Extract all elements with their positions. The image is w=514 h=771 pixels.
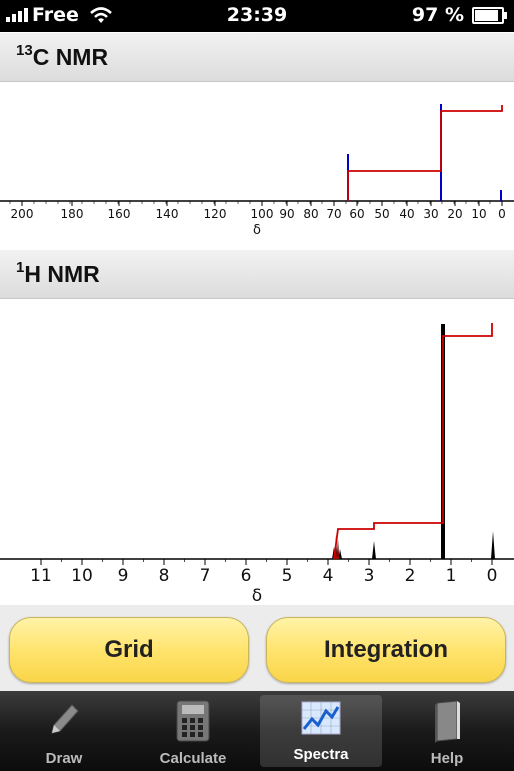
tab-calculate-label: Calculate xyxy=(159,750,227,767)
h1-tick-label: 5 xyxy=(282,566,293,586)
h1-peak-0 xyxy=(491,531,495,559)
h1-integral-curve xyxy=(333,323,493,560)
c13-tick-label: 140 xyxy=(156,207,179,221)
h1-header: 1H NMR xyxy=(0,250,514,299)
c13-tick-label: 60 xyxy=(349,207,364,221)
h1-tick-label: 0 xyxy=(487,566,498,586)
h1-peak-2.85 xyxy=(372,541,376,559)
c13-tick-label: 20 xyxy=(447,207,462,221)
h1-spectrum-chart[interactable]: 11 10 9 8 7 6 5 4 3 2 1 0 δ xyxy=(0,299,514,605)
h1-tick-label: 10 xyxy=(71,566,93,586)
battery-icon xyxy=(472,6,507,24)
tab-draw[interactable]: Draw xyxy=(3,691,125,771)
clock: 23:39 xyxy=(226,4,288,26)
c13-tick-label: 80 xyxy=(303,207,318,221)
c13-tick-label: 160 xyxy=(108,207,131,221)
calculator-icon xyxy=(176,700,210,742)
tab-bar: Draw Calculate Spectra Help xyxy=(0,691,514,771)
tab-calculate[interactable]: Calculate xyxy=(132,691,254,771)
c13-header: 13C NMR xyxy=(0,33,514,82)
h1-tick-label: 3 xyxy=(364,566,375,586)
battery-percent: 97 % xyxy=(411,4,464,26)
c13-axis-label: δ xyxy=(253,223,261,238)
pencil-icon xyxy=(51,704,79,734)
h1-tick-label: 8 xyxy=(159,566,170,586)
c13-integral-curve xyxy=(347,105,503,201)
h1-title: 1H NMR xyxy=(16,259,100,287)
c13-tick-label: 90 xyxy=(279,207,294,221)
c13-tick-label: 50 xyxy=(374,207,389,221)
c13-tick-label: 120 xyxy=(204,207,227,221)
spectra-icon xyxy=(301,701,341,735)
c13-title: 13C NMR xyxy=(16,42,109,70)
c13-tick-label: 0 xyxy=(498,207,506,221)
h1-tick-label: 2 xyxy=(405,566,416,586)
book-icon xyxy=(435,700,460,743)
h1-tick-label: 1 xyxy=(446,566,457,586)
tab-draw-label: Draw xyxy=(45,750,83,767)
c13-tick-label: 70 xyxy=(326,207,341,221)
h1-tick-label: 7 xyxy=(200,566,211,586)
tab-help-label: Help xyxy=(430,750,464,767)
integration-button[interactable]: Integration xyxy=(266,617,506,683)
button-bar: Grid Integration xyxy=(0,605,514,691)
c13-tick-label: 40 xyxy=(399,207,414,221)
status-bar: Free 23:39 97 % xyxy=(0,0,514,32)
h1-axis-label: δ xyxy=(252,586,262,605)
tab-spectra[interactable]: Spectra xyxy=(260,695,382,767)
c13-tick-label: 10 xyxy=(471,207,486,221)
c13-tick-label: 100 xyxy=(251,207,274,221)
h1-tick-label: 9 xyxy=(118,566,129,586)
signal-icon xyxy=(6,8,28,22)
c13-spectrum-chart[interactable]: 200 180 160 140 120 100 90 80 70 60 50 40 30 20 10 0 δ xyxy=(0,82,514,238)
h1-tick-label: 4 xyxy=(323,566,334,586)
wifi-icon xyxy=(90,7,112,23)
carrier-name: Free xyxy=(32,4,79,26)
c13-tick-label: 200 xyxy=(11,207,34,221)
h1-tick-label: 6 xyxy=(241,566,252,586)
tab-help[interactable]: Help xyxy=(386,691,508,771)
c13-tick-label: 180 xyxy=(61,207,84,221)
h1-tick-label: 11 xyxy=(30,566,52,586)
grid-button[interactable]: Grid xyxy=(9,617,249,683)
c13-tick-label: 30 xyxy=(423,207,438,221)
tab-spectra-label: Spectra xyxy=(293,746,349,763)
